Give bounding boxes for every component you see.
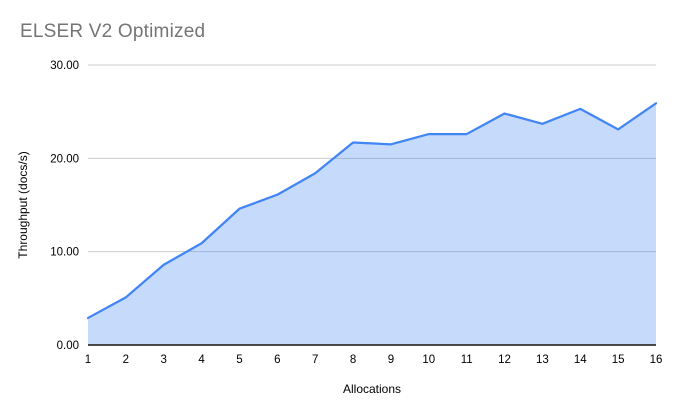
x-tick-label-8: 8 (350, 354, 356, 366)
x-tick-label-12: 12 (498, 354, 511, 366)
y-tick-label-10: 10.00 (50, 247, 79, 259)
x-tick-label-7: 7 (312, 354, 318, 366)
x-tick-label-2: 2 (123, 354, 129, 366)
y-tick-label-20: 20.00 (50, 153, 79, 165)
x-tick-label-16: 16 (650, 354, 663, 366)
series-area-fill (88, 103, 656, 346)
x-tick-label-1: 1 (85, 354, 91, 366)
x-tick-label-15: 15 (612, 354, 625, 366)
y-axis-title: Throughput (docs/s) (16, 151, 30, 258)
chart-title: ELSER V2 Optimized (20, 21, 206, 42)
x-tick-label-14: 14 (574, 354, 587, 366)
y-tick-label-0: 0.00 (57, 340, 79, 352)
x-tick-label-11: 11 (461, 354, 473, 366)
series-line (86, 102, 658, 320)
x-axis-title: Allocations (343, 382, 401, 396)
y-tick-label-30: 30.00 (50, 60, 79, 72)
x-tick-label-13: 13 (536, 354, 549, 366)
x-tick-label-9: 9 (388, 354, 394, 366)
x-tick-label-10: 10 (422, 354, 435, 366)
x-tick-label-6: 6 (274, 354, 280, 366)
x-tick-label-3: 3 (161, 354, 167, 366)
x-tick-label-5: 5 (236, 354, 242, 366)
x-tick-label-4: 4 (198, 354, 205, 366)
